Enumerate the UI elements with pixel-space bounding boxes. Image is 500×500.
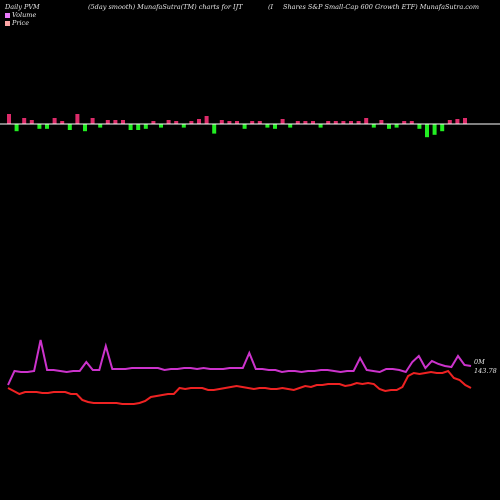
volume-bar <box>455 119 460 124</box>
volume-bar <box>265 124 270 128</box>
legend-volume: Volume <box>5 11 36 19</box>
volume-bar <box>318 124 323 128</box>
volume-bar <box>447 120 452 124</box>
volume-bar <box>402 121 407 124</box>
volume-bar <box>371 124 376 128</box>
volume-bar <box>235 121 239 124</box>
volume-bar <box>250 121 255 124</box>
volume-bar <box>364 118 369 124</box>
volume-bar <box>37 124 42 129</box>
legend-price-swatch <box>5 20 10 26</box>
price-end-label: 143.78 <box>474 367 497 375</box>
volume-bar <box>356 121 361 124</box>
volume-bar <box>113 120 118 124</box>
volume-bar <box>341 121 346 124</box>
chart-title-middle: (5day smooth) MunafaSutra(TM) charts for… <box>88 3 243 11</box>
volume-bar <box>432 124 437 135</box>
volume-bar <box>273 124 277 129</box>
volume-bar <box>98 124 103 128</box>
volume-bar <box>83 124 87 132</box>
volume-bar <box>60 121 65 124</box>
volume-bar <box>326 121 331 124</box>
volume-bar <box>151 121 156 124</box>
volume-bar <box>105 120 110 124</box>
volume-bar <box>29 120 34 124</box>
volume-bar <box>136 124 141 130</box>
volume-bar <box>219 120 224 124</box>
volume-bar <box>14 124 19 132</box>
legend-price: Price <box>5 19 29 27</box>
volume-bar <box>257 121 262 124</box>
volume-bar <box>181 124 186 128</box>
chart-title-left: Daily PVM <box>5 3 40 11</box>
volume-bar <box>52 118 57 124</box>
volume-bar <box>121 120 125 124</box>
volume-line <box>7 339 472 386</box>
volume-bar <box>189 121 194 124</box>
volume-bar <box>379 120 384 124</box>
volume-bar <box>295 121 300 124</box>
volume-bar <box>288 124 293 128</box>
volume-bar <box>349 121 353 124</box>
volume-bar <box>174 121 179 124</box>
chart-title-right: Shares S&P Small-Cap 600 Growth ETF) Mun… <box>283 3 479 11</box>
volume-bar <box>45 124 49 129</box>
volume-bar <box>409 121 414 124</box>
volume-bar <box>303 121 308 124</box>
volume-bar <box>197 119 201 124</box>
volume-bar <box>387 124 391 129</box>
volume-bar <box>75 114 80 124</box>
volume-bar <box>394 124 399 128</box>
volume-bar <box>128 124 133 130</box>
price-line <box>7 369 472 405</box>
chart-title-right-prefix: (I <box>268 3 274 11</box>
volume-bar <box>90 118 95 124</box>
volume-bars <box>7 114 467 138</box>
volume-bar <box>159 124 163 128</box>
legend-volume-label: Volume <box>12 11 37 19</box>
volume-bar <box>212 124 217 134</box>
volume-bar <box>227 121 232 124</box>
volume-bar <box>311 121 315 124</box>
volume-bar <box>242 124 247 129</box>
volume-bar <box>425 124 429 138</box>
volume-bar <box>166 120 171 124</box>
volume-bar <box>67 124 72 130</box>
volume-end-label: 0M <box>474 358 485 366</box>
volume-bar <box>204 116 209 124</box>
volume-bar <box>143 124 148 129</box>
volume-bar <box>417 124 422 129</box>
volume-bar <box>22 118 27 124</box>
legend-volume-swatch <box>5 12 10 18</box>
volume-bar <box>333 121 338 124</box>
legend-price-label: Price <box>12 19 30 27</box>
volume-bar <box>440 124 445 132</box>
volume-bar <box>7 114 11 124</box>
volume-bar <box>463 118 467 124</box>
volume-bar <box>280 119 285 124</box>
